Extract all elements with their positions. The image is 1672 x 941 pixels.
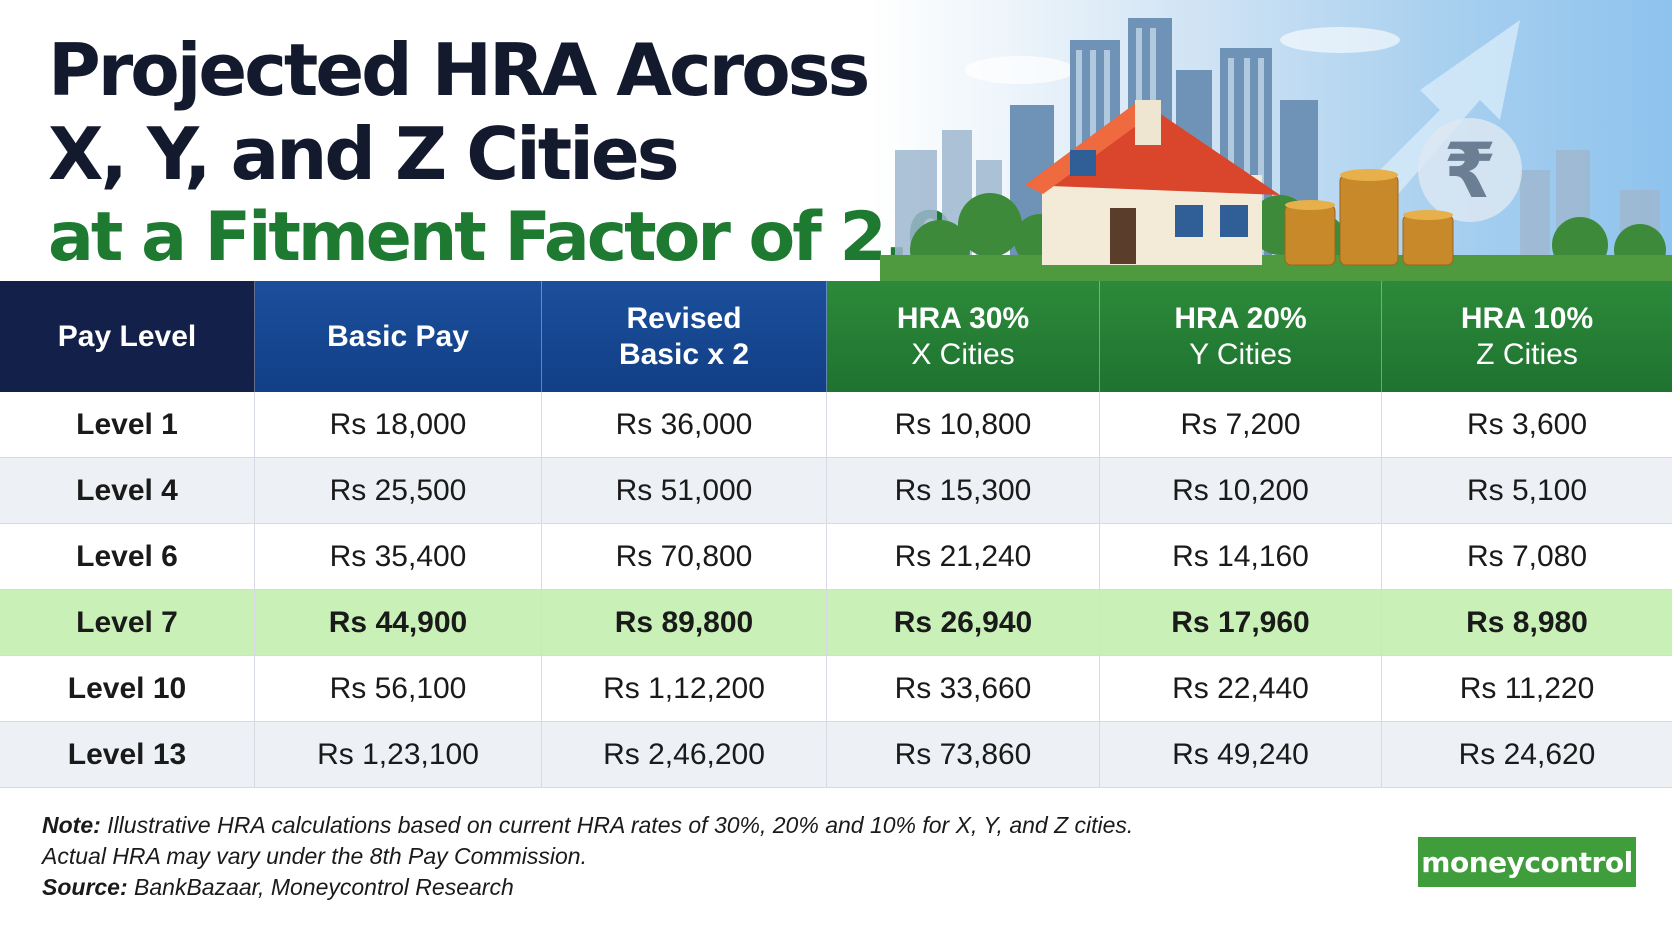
pay-level-cell: Level 6 bbox=[0, 524, 255, 589]
revised-basic-cell: Rs 51,000 bbox=[542, 458, 827, 523]
hra-z-cell: Rs 3,600 bbox=[1466, 407, 1588, 441]
table-row: Level 1 Rs 18,000 Rs 36,000 Rs 10,800 Rs… bbox=[0, 392, 1672, 458]
header-label: Pay Level bbox=[57, 319, 197, 353]
pay-level-cell: Level 10 bbox=[0, 656, 255, 721]
pay-level-cell: Level 4 bbox=[0, 458, 255, 523]
coin-stacks-icon bbox=[1284, 174, 1454, 266]
source-line: Source: BankBazaar, Moneycontrol Researc… bbox=[42, 872, 1133, 903]
header-label: HRA 10% bbox=[1460, 301, 1594, 335]
revised-basic-cell: Rs 1,12,200 bbox=[542, 656, 827, 721]
moneycontrol-logo: moneycontrol bbox=[1418, 837, 1636, 887]
hra-y-cell: Rs 49,240 bbox=[1100, 722, 1382, 787]
pay-level-cell: Level 13 bbox=[0, 722, 255, 787]
table-row: Level 13 Rs 1,23,100 Rs 2,46,200 Rs 73,8… bbox=[0, 722, 1672, 788]
basic-pay-cell: Rs 35,400 bbox=[255, 524, 542, 589]
table-row: Level 6 Rs 35,400 Rs 70,800 Rs 21,240 Rs… bbox=[0, 524, 1672, 590]
revised-basic-cell: Rs 89,800 bbox=[542, 590, 827, 655]
hra-y-cell: Rs 17,960 bbox=[1100, 590, 1382, 655]
hra-x-cell: Rs 21,240 bbox=[827, 524, 1100, 589]
header-sublabel: X Cities bbox=[911, 337, 1015, 371]
header-hra-y: HRA 20% Y Cities bbox=[1100, 281, 1382, 392]
basic-pay-cell: Rs 18,000 bbox=[255, 392, 542, 457]
rupee-coin-icon bbox=[1418, 118, 1522, 222]
hra-z-cell: Rs 11,220 bbox=[1459, 671, 1595, 705]
header-hra-z: HRA 10% Z Cities bbox=[1382, 281, 1672, 392]
revised-basic-cell: Rs 70,800 bbox=[542, 524, 827, 589]
hra-x-cell: Rs 73,860 bbox=[827, 722, 1100, 787]
hra-z-cell: Rs 7,080 bbox=[1466, 539, 1588, 573]
revised-basic-cell: Rs 36,000 bbox=[542, 392, 827, 457]
city-house-illustration: ₹ bbox=[880, 18, 1672, 281]
page-title: Projected HRA Across X, Y, and Z Cities … bbox=[48, 28, 954, 280]
growth-arrow-icon bbox=[1350, 20, 1520, 215]
basic-pay-cell: Rs 1,23,100 bbox=[255, 722, 542, 787]
source-label: Source: bbox=[42, 874, 128, 900]
note-label: Note: bbox=[42, 812, 101, 838]
hra-y-cell: Rs 14,160 bbox=[1100, 524, 1382, 589]
basic-pay-cell: Rs 44,900 bbox=[255, 590, 542, 655]
header-revised-basic: Revised Basic x 2 bbox=[542, 281, 827, 392]
header-label: HRA 20% bbox=[1174, 301, 1307, 335]
table-header-row: Pay Level Basic Pay Revised Basic x 2 HR… bbox=[0, 281, 1672, 392]
hra-y-cell: Rs 22,440 bbox=[1100, 656, 1382, 721]
header-pay-level: Pay Level bbox=[0, 281, 255, 392]
hra-x-cell: Rs 10,800 bbox=[827, 392, 1100, 457]
hra-table: Pay Level Basic Pay Revised Basic x 2 HR… bbox=[0, 281, 1672, 788]
pay-level-cell: Level 1 bbox=[0, 392, 255, 457]
header-hra-x: HRA 30% X Cities bbox=[827, 281, 1100, 392]
header-banner: Projected HRA Across X, Y, and Z Cities … bbox=[0, 0, 1672, 281]
title-line-1: Projected HRA Across bbox=[48, 28, 870, 112]
basic-pay-cell: Rs 25,500 bbox=[255, 458, 542, 523]
hra-y-cell: Rs 7,200 bbox=[1100, 392, 1382, 457]
table-row-highlighted: Level 7 Rs 44,900 Rs 89,800 Rs 26,940 Rs… bbox=[0, 590, 1672, 656]
header-label: HRA 30% bbox=[896, 301, 1030, 335]
header-label: Basic Pay bbox=[327, 319, 469, 353]
hra-x-cell: Rs 15,300 bbox=[827, 458, 1100, 523]
table-body: Level 1 Rs 18,000 Rs 36,000 Rs 10,800 Rs… bbox=[0, 392, 1672, 788]
source-text: BankBazaar, Moneycontrol Research bbox=[134, 874, 514, 900]
hra-z-cell: Rs 5,100 bbox=[1466, 473, 1588, 507]
house-icon bbox=[1025, 100, 1280, 265]
title-line-2: X, Y, and Z Cities bbox=[48, 112, 680, 196]
hra-x-cell: Rs 26,940 bbox=[827, 590, 1100, 655]
revised-basic-cell: Rs 2,46,200 bbox=[542, 722, 827, 787]
basic-pay-cell: Rs 56,100 bbox=[255, 656, 542, 721]
hra-z-cell: Rs 24,620 bbox=[1458, 737, 1596, 771]
hra-y-cell: Rs 10,200 bbox=[1100, 458, 1382, 523]
note-line-2: Actual HRA may vary under the 8th Pay Co… bbox=[42, 843, 587, 869]
note-text: Illustrative HRA calculations based on c… bbox=[107, 812, 1134, 838]
footnotes: Note: Illustrative HRA calculations base… bbox=[42, 810, 1133, 903]
title-line-3: at a Fitment Factor of 2.0 bbox=[48, 198, 954, 277]
note-line-1: Note: Illustrative HRA calculations base… bbox=[42, 810, 1133, 841]
header-label: Revised bbox=[626, 301, 742, 335]
header-sublabel: Y Cities bbox=[1189, 337, 1292, 371]
header-sublabel: Z Cities bbox=[1476, 337, 1578, 371]
table-row: Level 10 Rs 56,100 Rs 1,12,200 Rs 33,660… bbox=[0, 656, 1672, 722]
rupee-symbol: ₹ bbox=[1444, 126, 1497, 215]
pay-level-cell: Level 7 bbox=[0, 590, 255, 655]
hra-x-cell: Rs 33,660 bbox=[827, 656, 1100, 721]
hra-z-cell: Rs 8,980 bbox=[1466, 605, 1588, 639]
table-row: Level 4 Rs 25,500 Rs 51,000 Rs 15,300 Rs… bbox=[0, 458, 1672, 524]
header-basic-pay: Basic Pay bbox=[255, 281, 542, 392]
header-sublabel: Basic x 2 bbox=[618, 337, 750, 371]
